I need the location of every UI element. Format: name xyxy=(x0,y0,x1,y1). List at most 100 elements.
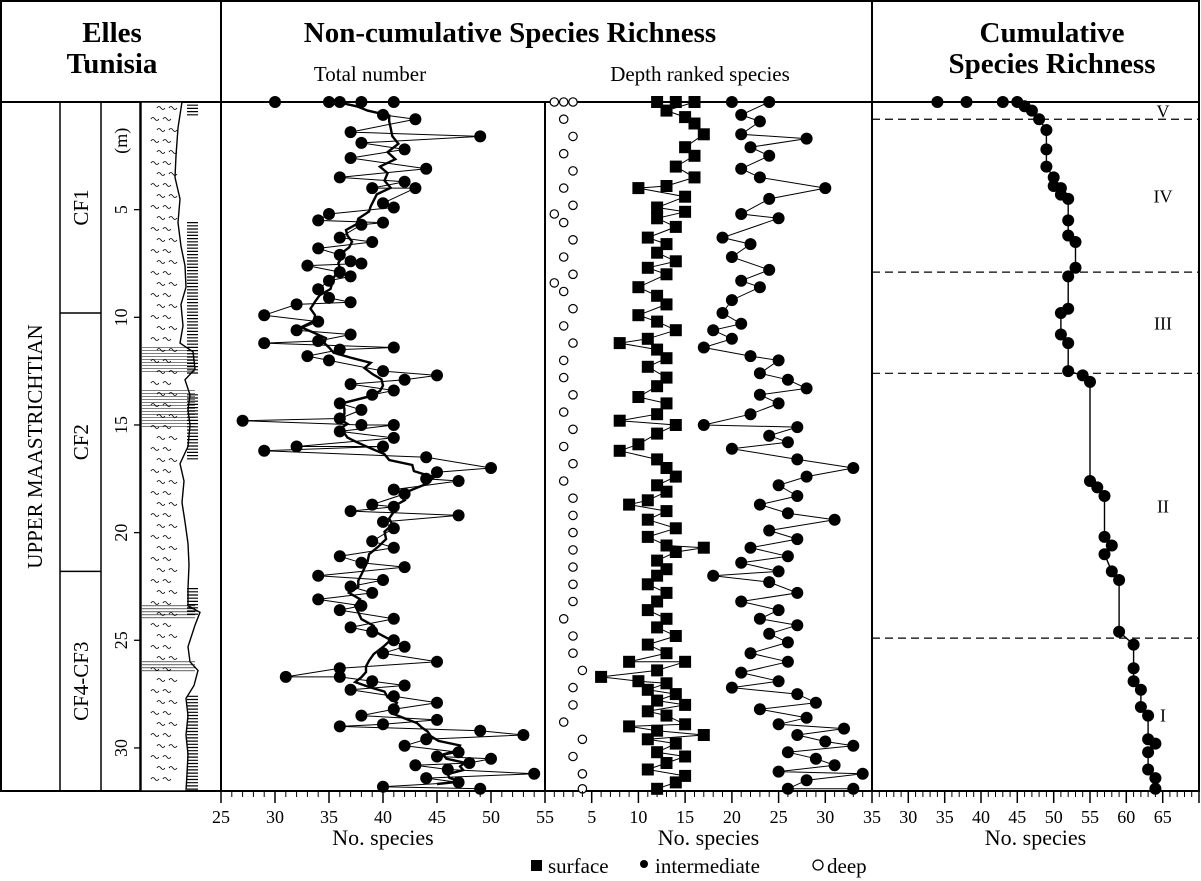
total-number-point xyxy=(388,385,400,397)
x-axis-title: No. species xyxy=(658,825,759,850)
total-number-point xyxy=(431,466,443,478)
intermediate-point xyxy=(754,613,766,625)
deep-point xyxy=(578,666,586,674)
deep-point xyxy=(569,425,577,433)
depth-tick-label: 10 xyxy=(111,308,131,326)
total-number-point xyxy=(258,445,270,457)
surface-point xyxy=(642,531,654,543)
total-number-point xyxy=(388,419,400,431)
surface-point xyxy=(689,150,701,162)
total-number-point xyxy=(334,266,346,278)
subtitle-depth-ranked: Depth ranked species xyxy=(610,62,790,86)
deep-point xyxy=(560,442,568,450)
intermediate-point xyxy=(791,587,803,599)
deep-point xyxy=(578,770,586,778)
cumulative-zone-label: III xyxy=(1154,314,1172,334)
cumulative-point xyxy=(1062,193,1074,205)
intermediate-point xyxy=(735,128,747,140)
surface-point xyxy=(651,428,663,440)
intermediate-point xyxy=(735,208,747,220)
cumulative-zone-label: I xyxy=(1160,706,1166,726)
total-number-point xyxy=(312,593,324,605)
intermediate-point xyxy=(726,251,738,263)
surface-point xyxy=(623,499,635,511)
total-number-point xyxy=(388,613,400,625)
surface-point xyxy=(651,746,663,758)
surface-point xyxy=(661,710,673,722)
legend-intermediate-label: intermediate xyxy=(655,854,760,878)
total-number-point xyxy=(345,296,357,308)
cumulative-line xyxy=(937,102,1155,789)
deep-point xyxy=(569,701,577,709)
total-number-point xyxy=(366,675,378,687)
deep-point xyxy=(560,373,568,381)
cumulative-panel: VIVIIIIII xyxy=(872,96,1199,795)
total-number-point xyxy=(323,275,335,287)
x-tick-label: 50 xyxy=(482,807,500,827)
deep-point xyxy=(560,477,568,485)
intermediate-point xyxy=(773,675,785,687)
total-number-point xyxy=(355,96,367,108)
intermediate-point xyxy=(735,163,747,175)
deep-point xyxy=(569,632,577,640)
intermediate-point xyxy=(763,96,775,108)
total-number-point xyxy=(258,309,270,321)
deep-point xyxy=(560,115,568,123)
surface-point xyxy=(651,247,663,259)
deep-point xyxy=(569,546,577,554)
total-number-point xyxy=(301,350,313,362)
x-tick-label: 30 xyxy=(899,807,917,827)
intermediate-point xyxy=(847,740,859,752)
surface-point xyxy=(679,718,691,730)
noncumulative-title: Non-cumulative Species Richness xyxy=(304,17,716,49)
intermediate-point xyxy=(857,768,869,780)
intermediate-point xyxy=(754,367,766,379)
depth-unit-label: (m) xyxy=(111,128,132,154)
surface-point xyxy=(670,776,682,788)
deep-point xyxy=(569,752,577,760)
total-number-point xyxy=(474,130,486,142)
intermediate-point xyxy=(726,96,738,108)
total-number-point xyxy=(269,96,281,108)
intermediate-point xyxy=(763,264,775,276)
intermediate-point xyxy=(754,171,766,183)
cumulative-point xyxy=(1128,639,1140,651)
total-number-point xyxy=(280,671,292,683)
intermediate-point xyxy=(801,133,813,145)
cumulative-point xyxy=(1062,270,1074,282)
intermediate-point xyxy=(745,647,757,659)
intermediate-point xyxy=(801,382,813,394)
total-number-point xyxy=(377,365,389,377)
deep-point xyxy=(550,210,558,218)
deep-point xyxy=(569,98,577,106)
cumulative-point xyxy=(1070,236,1082,248)
x-tick-label: 25 xyxy=(212,807,230,827)
surface-point xyxy=(642,705,654,717)
x-tick-label: 25 xyxy=(770,807,788,827)
intermediate-point xyxy=(819,736,831,748)
total-number-point xyxy=(431,656,443,668)
surface-point xyxy=(642,578,654,590)
cumulative-point xyxy=(1084,376,1096,388)
intermediate-point xyxy=(829,759,841,771)
total-number-point xyxy=(388,522,400,534)
cumulative-point xyxy=(1055,307,1067,319)
surface-point xyxy=(651,212,663,224)
surface-point xyxy=(689,171,701,183)
intermediate-point xyxy=(791,688,803,700)
total-number-point xyxy=(355,600,367,612)
surface-point xyxy=(661,647,673,659)
surface-point xyxy=(661,397,673,409)
surface-point xyxy=(632,391,644,403)
intermediate-point xyxy=(791,729,803,741)
deep-point xyxy=(550,98,558,106)
intermediate-point xyxy=(745,238,757,250)
surface-point xyxy=(614,337,626,349)
total-number-point xyxy=(399,561,411,573)
total-number-point xyxy=(399,374,411,386)
intermediate-point xyxy=(810,697,822,709)
surface-point xyxy=(661,352,673,364)
surface-point xyxy=(689,118,701,130)
cumulative-zone-label: V xyxy=(1157,102,1170,122)
surface-point xyxy=(642,361,654,373)
